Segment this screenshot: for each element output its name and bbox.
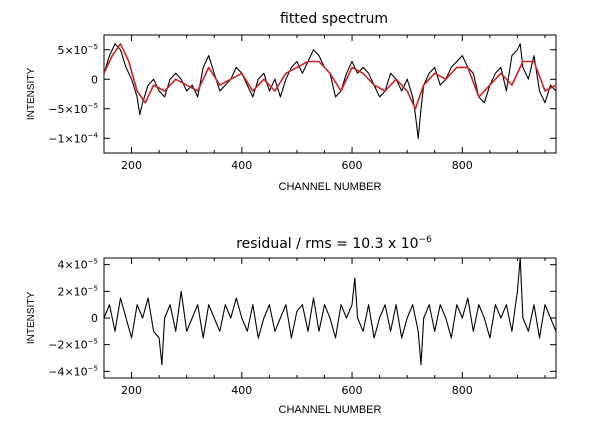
top-x-axis-label: CHANNEL NUMBER: [279, 181, 382, 193]
x-tick-label: 800: [452, 384, 473, 397]
y-tick-label: 4×10−5: [57, 258, 98, 272]
y-tick-label: −5×10−5: [48, 102, 98, 116]
bottom-y-axis-label: INTENSITY: [26, 292, 37, 345]
y-tick-label: 5×10−5: [57, 43, 98, 57]
x-tick-label: 400: [231, 384, 252, 397]
x-tick-label: 200: [121, 159, 142, 172]
y-tick-label: −4×10−5: [48, 364, 98, 378]
y-tick-label: 0: [91, 312, 98, 325]
series-line-residual: [104, 258, 556, 366]
residual-panel: residual / rms = 10.3 x 10−6 CHANNEL NUM…: [26, 235, 557, 416]
x-tick-label: 200: [121, 384, 142, 397]
x-tick-label: 600: [342, 159, 363, 172]
series-line-data: [104, 43, 556, 139]
bottom-title-exponent: −6: [419, 235, 433, 245]
x-tick-label: 600: [342, 384, 363, 397]
y-tick-label: 2×10−5: [57, 284, 98, 298]
top-y-axis-label: INTENSITY: [26, 68, 37, 121]
bottom-x-axis-label: CHANNEL NUMBER: [279, 404, 382, 416]
x-tick-label: 800: [452, 159, 473, 172]
top-plot-frame: [103, 34, 557, 154]
y-tick-label: −2×10−5: [48, 338, 98, 352]
x-tick-label: 400: [231, 159, 252, 172]
top-chart-title: fitted spectrum: [280, 11, 388, 27]
fitted-spectrum-panel: fitted spectrum CHANNEL NUMBER INTENSITY…: [26, 11, 557, 193]
bottom-chart-title: residual / rms = 10.3 x 10−6: [236, 235, 432, 252]
y-tick-label: 0: [91, 73, 98, 86]
series-line-fit: [104, 43, 556, 110]
y-tick-label: −1×10−4: [48, 131, 98, 145]
bottom-title-main: residual / rms = 10.3 x 10: [236, 236, 418, 252]
